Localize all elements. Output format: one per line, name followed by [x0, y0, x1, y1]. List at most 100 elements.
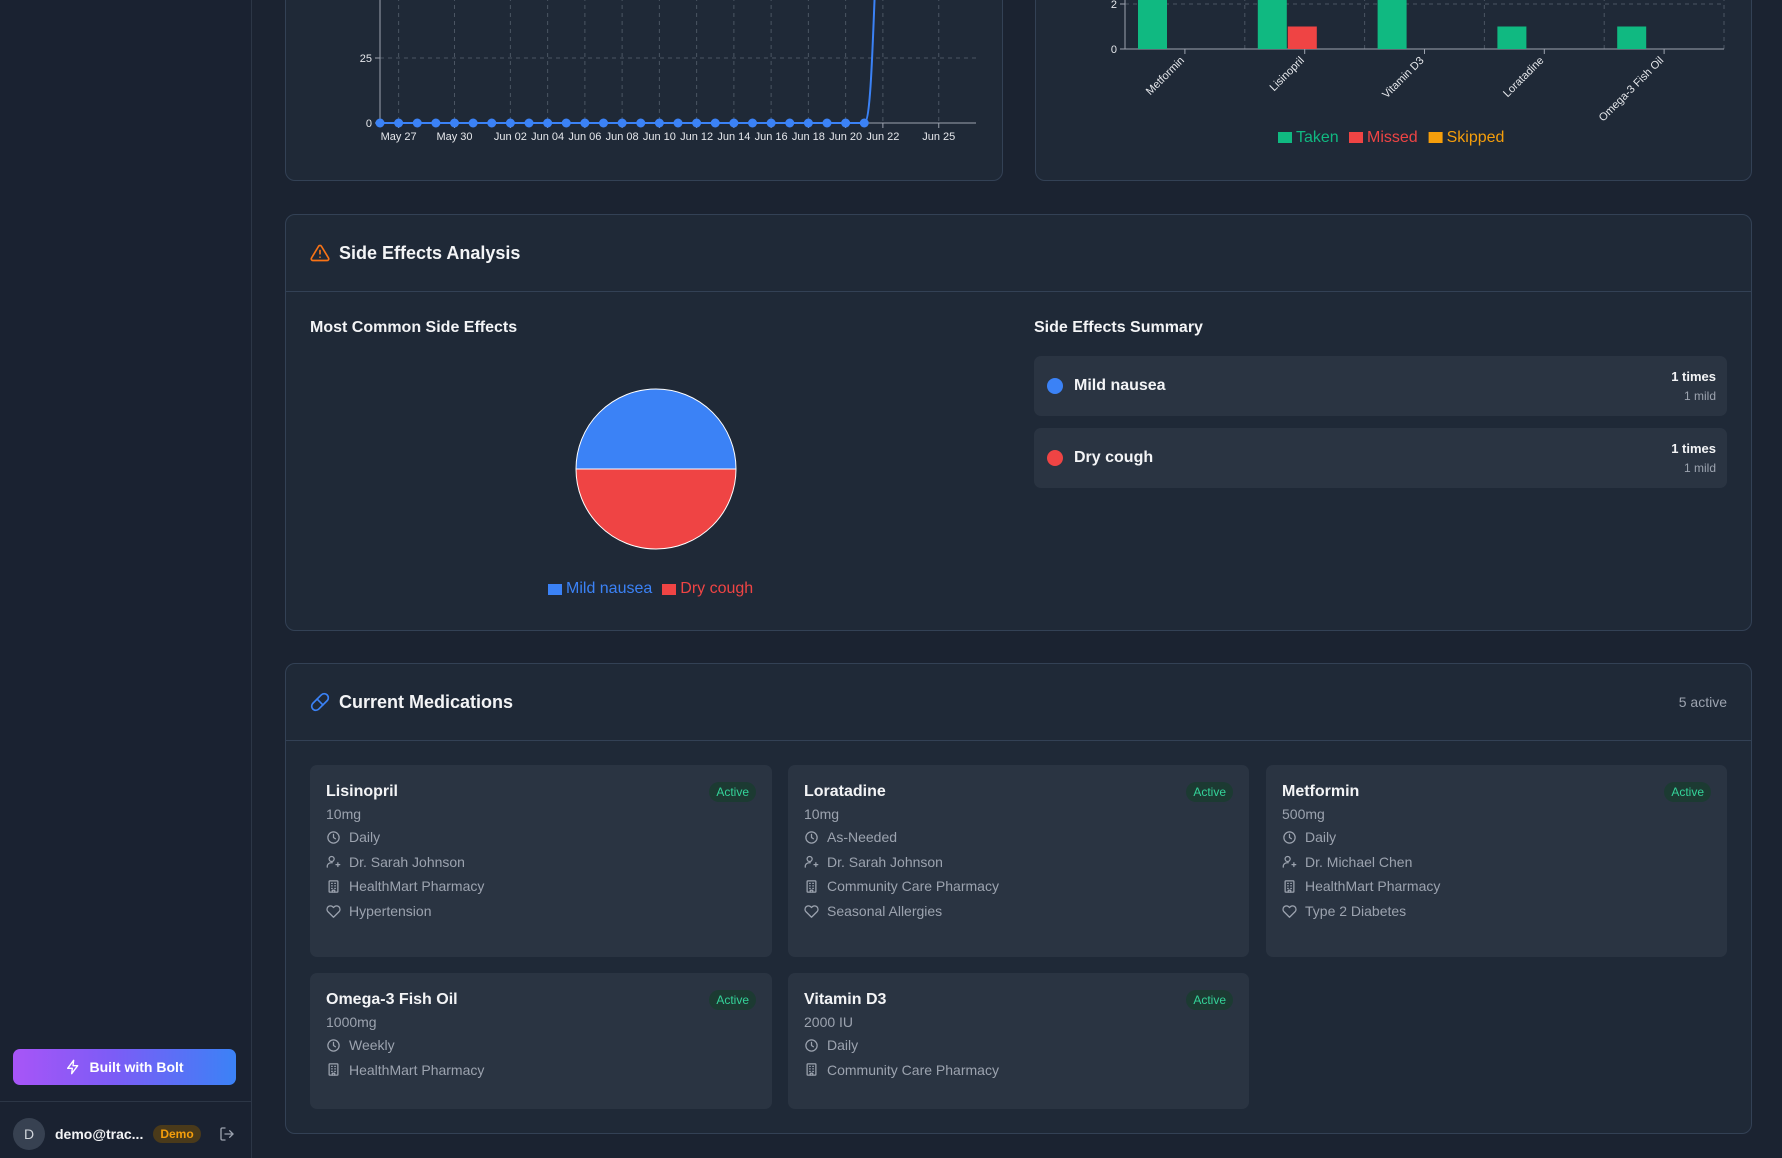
pie-legend-item[interactable]: Mild nausea — [548, 580, 652, 598]
medication-name: Omega-3 Fish Oil — [326, 991, 458, 1008]
medication-pharmacy-text: HealthMart Pharmacy — [349, 1061, 485, 1078]
data-point — [766, 118, 776, 128]
heart-icon — [1282, 904, 1297, 918]
medication-name: Metformin — [1282, 783, 1360, 800]
medication-pharmacy-text: HealthMart Pharmacy — [349, 878, 485, 895]
clock-icon — [327, 1038, 340, 1052]
legend-swatch — [1428, 132, 1443, 143]
medication-card[interactable]: Vitamin D3 2000 IU Active Daily Community Ca… — [788, 973, 1249, 1109]
data-point — [431, 118, 441, 128]
medication-frequency-text: Daily — [1305, 829, 1337, 845]
medication-name: Loratadine — [804, 783, 886, 800]
medication-doctor-text: Dr. Sarah Johnson — [827, 853, 943, 870]
medication-pharmacy: HealthMart Pharmacy — [326, 878, 484, 894]
side-effects-card: Side Effects Analysis — [285, 214, 1752, 631]
heart-icon — [804, 904, 819, 918]
x-tick-label: Jun 20 — [829, 131, 862, 143]
bar-taken — [1257, 0, 1287, 49]
data-point — [524, 118, 534, 128]
side-effect-row: Dry cough 1 times 1 mild — [1034, 428, 1727, 488]
active-count: 5 active — [1678, 694, 1727, 710]
pie-legend-label: Dry cough — [680, 580, 754, 597]
y-tick-label: 0 — [366, 118, 372, 130]
data-point — [729, 118, 739, 128]
side-effect-count: 1 times — [1671, 369, 1716, 384]
medication-condition-text: Hypertension — [349, 903, 432, 920]
x-tick-label: Jun 10 — [643, 131, 676, 143]
side-effect-severity: 1 mild — [1683, 461, 1716, 475]
medication-doctor-text: Dr. Sarah Johnson — [349, 853, 465, 870]
medication-dose: 10mg — [326, 806, 362, 822]
data-point — [505, 118, 515, 128]
x-tick-label: Jun 08 — [606, 131, 639, 143]
data-point — [375, 118, 385, 128]
medication-pharmacy: HealthMart Pharmacy — [326, 1062, 484, 1078]
current-medications-header: Current Medications 5 active — [286, 664, 1751, 741]
medication-dose: 2000 IU — [804, 1014, 854, 1030]
bar-taken — [1138, 0, 1167, 49]
medication-pharmacy-text: Community Care Pharmacy — [827, 1061, 999, 1078]
user-profile: D demo@trac... Demo — [13, 1118, 239, 1150]
medication-adherence-card: 0 2 Metformin Lisinopril Vitamin D3 Loratadin… — [1035, 0, 1752, 181]
data-point — [394, 118, 404, 128]
medication-doctor-text: Dr. Michael Chen — [1305, 853, 1413, 870]
clock-icon — [805, 1038, 818, 1052]
data-point — [580, 118, 590, 128]
data-point — [692, 118, 702, 128]
user-email: demo@trac... — [55, 1126, 144, 1142]
x-tick-label: Jun 25 — [922, 131, 955, 143]
bar-taken — [1377, 0, 1407, 49]
data-point — [748, 118, 757, 128]
medication-card[interactable]: Metformin 500mg Active Daily Dr. Michael Che… — [1266, 765, 1727, 957]
medication-condition: Type 2 Diabetes — [1282, 903, 1406, 919]
y-tick-label: 2 — [1111, 0, 1117, 11]
y-tick-label: 25 — [360, 53, 372, 65]
medication-card[interactable]: Lisinopril 10mg Active Daily Dr. Sarah Johns… — [310, 765, 772, 957]
x-tick-label: Jun 04 — [531, 131, 564, 143]
data-point — [636, 118, 646, 128]
x-tick-label: Lisinopril — [1268, 55, 1307, 94]
side-effect-color-dot — [1047, 378, 1063, 394]
x-tick-label: Jun 02 — [494, 131, 527, 143]
status-badge: Active — [709, 990, 756, 1010]
x-tick-label: Vitamin D3 — [1380, 55, 1426, 101]
side-effects-header: Side Effects Analysis — [286, 215, 1751, 292]
medication-dose: 10mg — [804, 806, 840, 822]
medication-doctor: Dr. Michael Chen — [1282, 854, 1412, 870]
pie-legend-item[interactable]: Dry cough — [662, 580, 753, 598]
x-tick-label: Loratadine — [1501, 55, 1546, 100]
status-badge: Active — [1186, 782, 1233, 802]
x-tick-label: Omega-3 Fish Oil — [1597, 55, 1666, 124]
pharmacy-icon — [328, 880, 339, 893]
pharmacy-icon — [806, 1063, 817, 1076]
data-point — [822, 118, 832, 128]
current-medications-title: Current Medications — [339, 691, 514, 712]
medication-pharmacy: Community Care Pharmacy — [804, 1062, 999, 1078]
data-point — [561, 118, 571, 128]
legend-swatch — [1349, 132, 1363, 143]
medication-card[interactable]: Omega-3 Fish Oil 1000mg Active Weekly Health… — [310, 973, 772, 1109]
data-point — [673, 118, 683, 128]
x-tick-label: Jun 12 — [680, 131, 713, 143]
data-point — [785, 118, 795, 128]
medication-frequency: Daily — [326, 829, 380, 845]
medication-condition: Hypertension — [326, 903, 432, 919]
built-with-bolt-button[interactable]: Built with Bolt — [13, 1049, 236, 1085]
medication-pharmacy-text: Community Care Pharmacy — [827, 878, 999, 895]
medication-frequency-text: Daily — [827, 1037, 859, 1053]
legend-label: Skipped — [1447, 129, 1505, 146]
side-effect-count: 1 times — [1671, 441, 1716, 456]
medication-doctor: Dr. Sarah Johnson — [804, 854, 943, 870]
bar-missed — [1287, 26, 1317, 49]
medication-pharmacy: HealthMart Pharmacy — [1282, 878, 1440, 894]
medication-card[interactable]: Loratadine 10mg Active As-Needed Dr. Sarah J… — [788, 765, 1249, 957]
pie-slice — [575, 468, 737, 550]
side-effect-severity: 1 mild — [1683, 389, 1716, 403]
x-tick-label: May 30 — [436, 131, 472, 143]
side-effects-pie-chart — [575, 388, 737, 550]
logout-icon[interactable] — [219, 1126, 235, 1142]
legend-swatch — [662, 583, 677, 595]
doctor-icon — [326, 856, 341, 868]
bar-taken — [1617, 26, 1647, 49]
legend-label: Missed — [1367, 129, 1418, 146]
